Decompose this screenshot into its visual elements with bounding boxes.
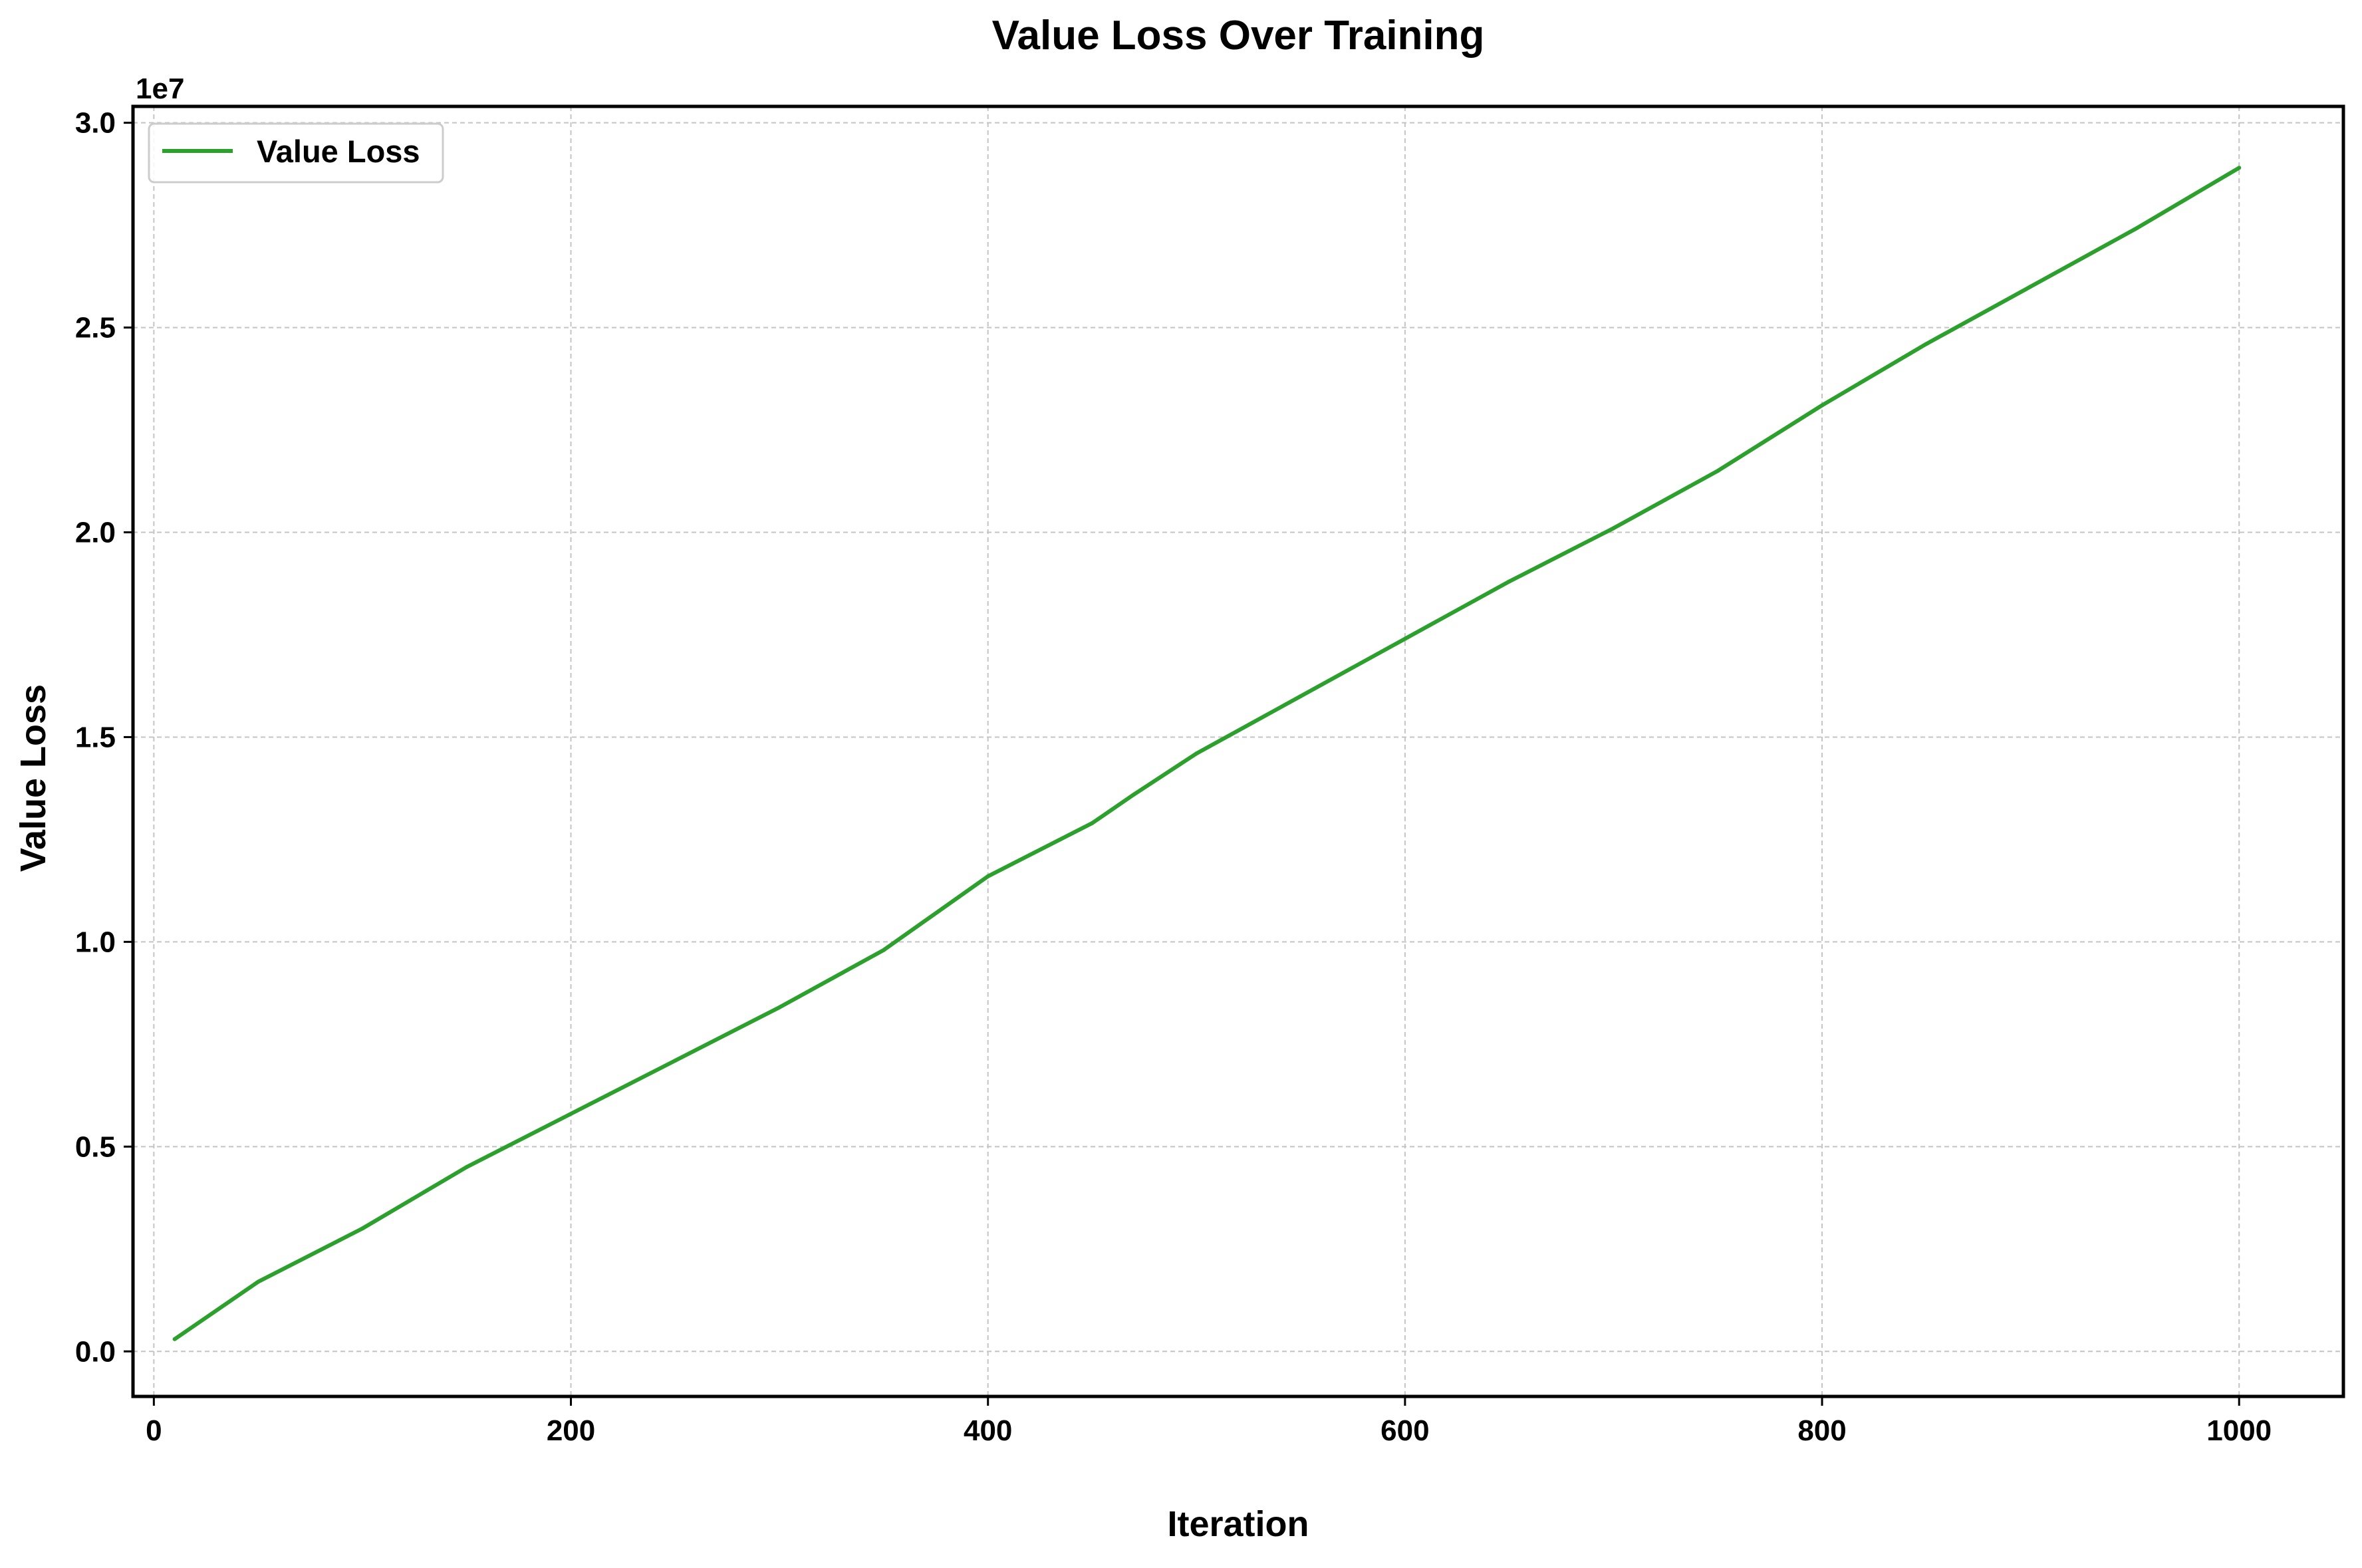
grid-lines (133, 106, 2343, 1396)
y-tick-label: 2.5 (75, 312, 116, 344)
data-point (777, 1005, 782, 1009)
x-axis-label: Iteration (1167, 1504, 1309, 1544)
data-point (1132, 792, 1136, 797)
data-point (569, 1112, 573, 1116)
series-line-value-loss (172, 166, 2242, 1341)
data-point (2237, 166, 2242, 170)
y-axis-ticks: 0.0 0.5 1.0 1.5 2.0 2.5 3.0 (75, 107, 133, 1368)
y-axis-offset-label: 1e7 (136, 72, 184, 105)
data-point (1924, 342, 1928, 346)
plot-area (172, 166, 2242, 1341)
data-point (1402, 636, 1407, 641)
y-tick-label: 0.5 (75, 1130, 116, 1163)
y-tick-label: 1.5 (75, 721, 116, 753)
data-point (673, 1059, 678, 1063)
data-point (1507, 579, 1511, 584)
data-point (172, 1337, 177, 1341)
data-point (360, 1226, 364, 1231)
chart-title: Value Loss Over Training (992, 13, 1485, 59)
x-tick-label: 200 (547, 1414, 595, 1447)
y-axis-label: Value Loss (13, 684, 53, 872)
data-point (1090, 821, 1095, 825)
y-tick-label: 0.0 (75, 1335, 116, 1368)
legend-label-value-loss: Value Loss (257, 134, 420, 169)
x-axis-ticks: 0 200 400 600 800 1000 (146, 1396, 2272, 1447)
data-point (881, 948, 886, 952)
x-tick-label: 400 (964, 1414, 1012, 1447)
legend-box (148, 122, 444, 184)
x-tick-label: 0 (146, 1414, 162, 1447)
data-point (985, 874, 990, 878)
data-point (2133, 227, 2137, 231)
data-point (256, 1279, 261, 1284)
y-tick-label: 1.0 (75, 926, 116, 958)
data-point (464, 1165, 469, 1170)
data-point (1820, 403, 1824, 408)
data-point (1611, 526, 1616, 531)
data-point (1299, 694, 1303, 698)
axes-frame (131, 104, 2345, 1398)
x-tick-label: 800 (1797, 1414, 1846, 1447)
y-tick-label: 2.0 (75, 517, 116, 549)
data-point (2028, 285, 2033, 289)
x-tick-label: 600 (1380, 1414, 1429, 1447)
data-point (1194, 751, 1199, 756)
data-point (1716, 469, 1720, 473)
x-tick-label: 1000 (2206, 1414, 2272, 1447)
y-tick-label: 3.0 (75, 107, 116, 140)
legend: Value Loss (148, 122, 444, 184)
